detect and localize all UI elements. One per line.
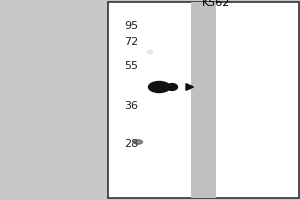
Polygon shape xyxy=(186,84,194,90)
Text: 95: 95 xyxy=(124,21,139,31)
Text: 28: 28 xyxy=(124,139,139,149)
Ellipse shape xyxy=(147,50,153,54)
Text: 72: 72 xyxy=(124,37,139,47)
Text: 36: 36 xyxy=(124,101,139,111)
Ellipse shape xyxy=(167,84,178,90)
Ellipse shape xyxy=(134,140,142,144)
Text: 55: 55 xyxy=(124,61,139,71)
Ellipse shape xyxy=(148,82,170,92)
FancyBboxPatch shape xyxy=(108,2,298,198)
Text: K562: K562 xyxy=(202,0,230,8)
FancyBboxPatch shape xyxy=(191,2,216,198)
